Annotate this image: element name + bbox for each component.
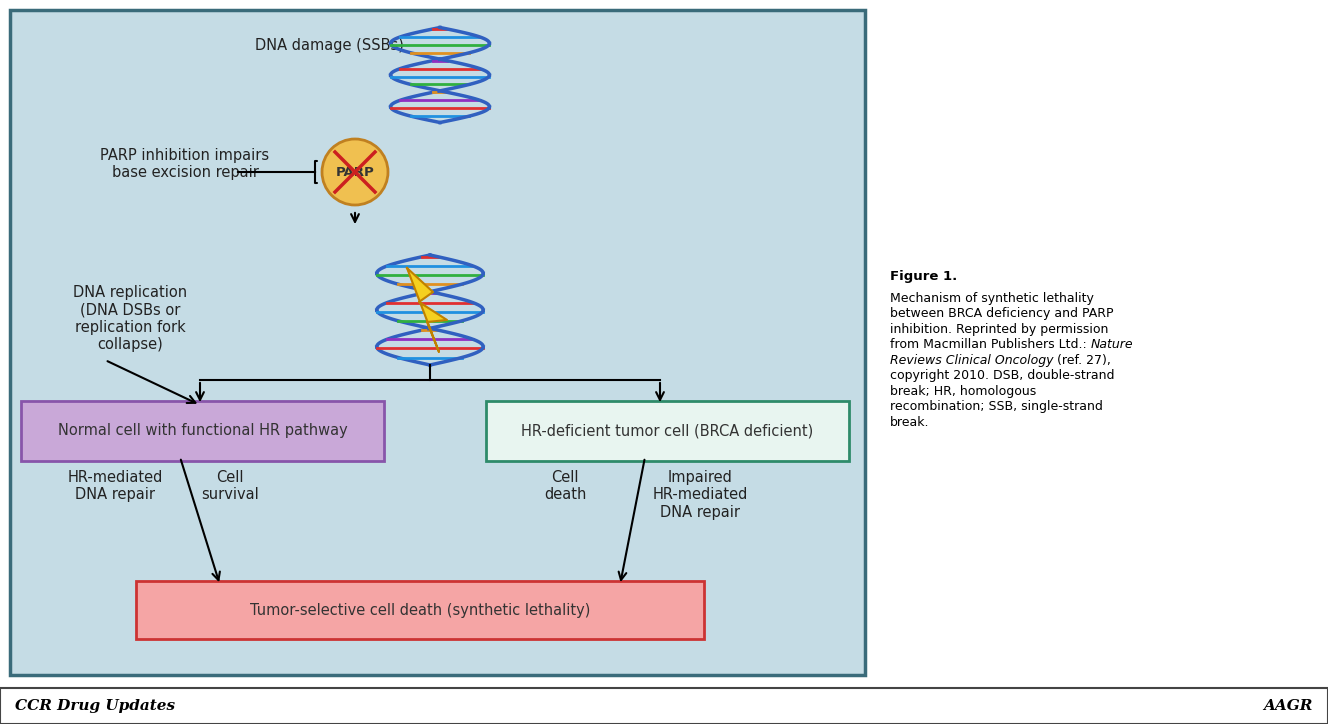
Text: CCR Drug Updates: CCR Drug Updates: [15, 699, 175, 713]
FancyBboxPatch shape: [486, 401, 849, 461]
FancyBboxPatch shape: [21, 401, 384, 461]
Text: Cell
death: Cell death: [543, 470, 586, 502]
Text: Impaired
HR-mediated
DNA repair: Impaired HR-mediated DNA repair: [652, 470, 748, 520]
FancyBboxPatch shape: [11, 10, 865, 675]
Text: HR-mediated
DNA repair: HR-mediated DNA repair: [68, 470, 163, 502]
Text: recombination; SSB, single-strand: recombination; SSB, single-strand: [890, 400, 1102, 413]
Text: HR-deficient tumor cell (BRCA deficient): HR-deficient tumor cell (BRCA deficient): [522, 424, 814, 439]
Text: Tumor-selective cell death (synthetic lethality): Tumor-selective cell death (synthetic le…: [250, 602, 590, 618]
Text: Cell
survival: Cell survival: [201, 470, 259, 502]
Text: PARP: PARP: [336, 166, 374, 179]
Text: Figure 1.: Figure 1.: [890, 270, 957, 283]
Text: between BRCA deficiency and PARP: between BRCA deficiency and PARP: [890, 308, 1113, 321]
Circle shape: [321, 139, 388, 205]
Text: Normal cell with functional HR pathway: Normal cell with functional HR pathway: [57, 424, 348, 439]
Text: DNA replication
(DNA DSBs or
replication fork
collapse): DNA replication (DNA DSBs or replication…: [73, 285, 187, 352]
Text: inhibition. Reprinted by permission: inhibition. Reprinted by permission: [890, 323, 1109, 336]
Text: AAGR: AAGR: [1264, 699, 1313, 713]
FancyBboxPatch shape: [135, 581, 704, 639]
Text: from Macmillan Publishers Ltd.:: from Macmillan Publishers Ltd.:: [890, 339, 1090, 351]
Text: Mechanism of synthetic lethality: Mechanism of synthetic lethality: [890, 292, 1094, 305]
Polygon shape: [406, 268, 448, 352]
Text: break; HR, homologous: break; HR, homologous: [890, 385, 1036, 398]
Text: break.: break.: [890, 416, 930, 429]
Text: DNA damage (SSBs): DNA damage (SSBs): [255, 38, 404, 53]
Text: (ref. 27),: (ref. 27),: [1053, 354, 1112, 367]
Text: copyright 2010. DSB, double-strand: copyright 2010. DSB, double-strand: [890, 369, 1114, 382]
Text: Nature: Nature: [1090, 339, 1133, 351]
Text: Reviews Clinical Oncology: Reviews Clinical Oncology: [890, 354, 1053, 367]
Text: PARP inhibition impairs
base excision repair: PARP inhibition impairs base excision re…: [101, 148, 270, 180]
FancyBboxPatch shape: [0, 688, 1328, 724]
